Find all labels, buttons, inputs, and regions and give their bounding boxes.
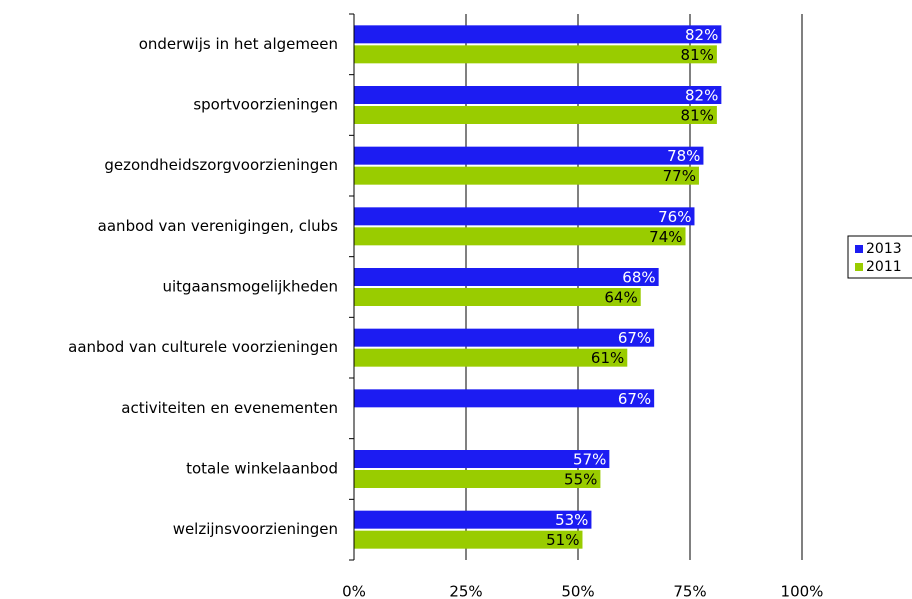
data-label: 78% — [667, 147, 700, 165]
data-label: 67% — [618, 390, 651, 408]
data-label: 57% — [573, 451, 606, 469]
data-label: 82% — [685, 26, 718, 44]
y-tick-label: aanbod van culturele voorzieningen — [68, 338, 338, 356]
y-tick-label: gezondheidszorgvoorzieningen — [104, 156, 338, 174]
legend-swatch — [855, 245, 863, 253]
data-label: 55% — [564, 471, 597, 489]
y-tick-label: sportvoorzieningen — [193, 96, 338, 114]
data-label: 77% — [663, 167, 696, 185]
legend-label: 2013 — [866, 241, 902, 257]
bar — [354, 227, 686, 246]
data-label: 76% — [658, 208, 691, 226]
data-label: 61% — [591, 349, 624, 367]
bar — [354, 389, 655, 408]
legend-swatch — [855, 263, 863, 271]
y-tick-label: activiteiten en evenementen — [121, 399, 338, 417]
data-label: 67% — [618, 329, 651, 347]
data-label: 53% — [555, 511, 588, 529]
bar — [354, 25, 722, 44]
bar — [354, 288, 641, 306]
x-tick-label: 75% — [673, 583, 706, 599]
bar — [354, 166, 699, 185]
data-label: 51% — [546, 531, 579, 549]
data-label: 64% — [604, 289, 637, 307]
bar — [354, 45, 717, 64]
y-tick-label: onderwijs in het algemeen — [139, 35, 338, 53]
bar — [354, 530, 583, 549]
x-tick-label: 50% — [561, 583, 594, 599]
x-tick-label: 0% — [342, 583, 366, 599]
legend-label: 2011 — [866, 259, 902, 275]
bar — [354, 207, 695, 226]
y-tick-label: totale winkelaanbod — [186, 460, 338, 478]
bar — [354, 106, 717, 124]
data-label: 68% — [622, 269, 655, 287]
x-tick-label: 25% — [449, 583, 482, 599]
bar — [354, 86, 722, 104]
y-tick-label: welzijnsvoorzieningen — [173, 520, 338, 538]
bar — [354, 470, 601, 488]
bar — [354, 268, 659, 286]
bar — [354, 348, 628, 367]
x-tick-label: 100% — [781, 583, 824, 599]
bar — [354, 146, 704, 165]
y-tick-label: uitgaansmogelijkheden — [162, 278, 338, 296]
bar — [354, 450, 610, 468]
data-label: 81% — [681, 107, 714, 125]
data-label: 81% — [681, 46, 714, 64]
bar — [354, 510, 592, 529]
y-tick-label: aanbod van verenigingen, clubs — [98, 217, 339, 235]
bar — [354, 328, 655, 347]
data-label: 74% — [649, 228, 682, 246]
data-label: 82% — [685, 87, 718, 105]
